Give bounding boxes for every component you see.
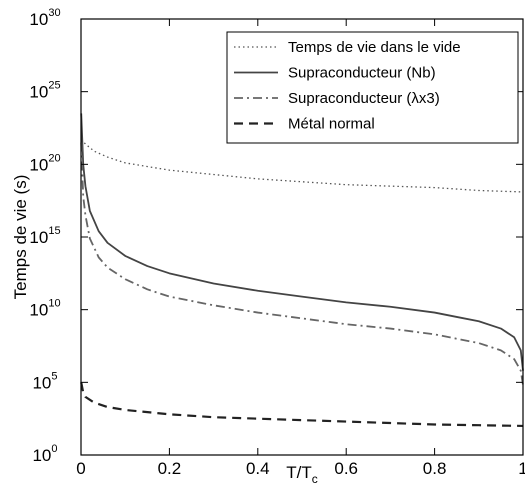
y-tick-label: 1015 [29,225,60,247]
series-layer [81,113,523,425]
y-tick-label: 1010 [29,298,60,320]
y-tick-label: 100 [32,443,57,465]
y-tick-label: 105 [32,370,57,392]
legend-label-0: Temps de vie dans le vide [288,39,461,56]
series-line-2 [81,143,523,386]
legend: Temps de vie dans le vide Supraconducteur… [227,32,518,143]
x-axis-label-subscript: c [312,472,318,483]
series-line-3 [81,382,523,426]
y-tick-label: 1020 [29,152,60,174]
y-axis-label: Temps de vie (s) [11,175,30,300]
x-tick-label: 1 [518,459,525,478]
x-tick-label: 0 [76,459,85,478]
x-tick-label: 0.2 [158,459,182,478]
series-line-0 [81,140,523,192]
y-tick-label: 1025 [29,80,60,102]
legend-label-1: Supraconducteur (Nb) [288,65,436,82]
legend-label-3: Métal normal [288,116,375,133]
x-axis-label-main: T/T [286,463,312,482]
y-tick-label: 1030 [29,7,60,29]
x-axis-label: T/Tc [286,463,318,483]
x-tick-label: 0.4 [246,459,270,478]
x-tick-label: 0.8 [423,459,447,478]
legend-label-2: Supraconducteur (λx3) [288,90,440,107]
series-line-1 [81,113,523,370]
x-tick-label: 0.6 [334,459,358,478]
